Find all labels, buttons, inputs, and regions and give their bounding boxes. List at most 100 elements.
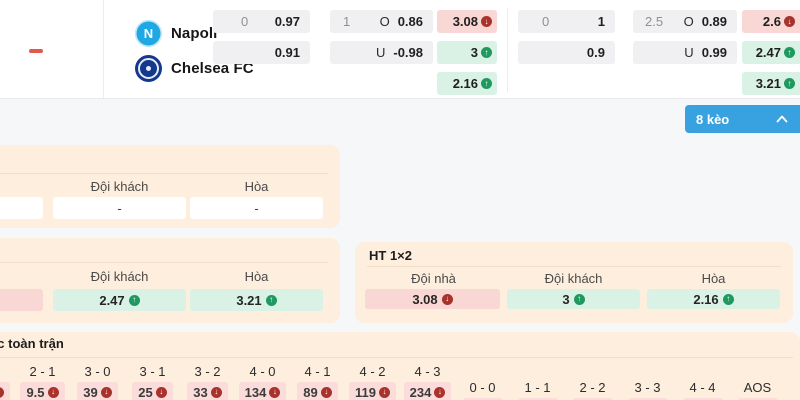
score-col: 4 - 0 134 ↓ — [235, 364, 290, 400]
odds-value: 234 — [409, 384, 432, 400]
score-label: 3 - 0 — [84, 364, 111, 379]
odds-up-icon: ↑ — [784, 47, 795, 58]
markets-expander-button[interactable]: 8 kèo — [685, 105, 800, 133]
score-odds-pill[interactable] — [737, 398, 778, 400]
col-header-home: Đội nhà — [411, 271, 456, 286]
odds-cell-total2-over[interactable]: 2.5 O 0.89 — [633, 10, 737, 33]
match-odds-row: N Napoli Chelsea FC 0 0.97 0.91 1 O 0.86… — [0, 0, 800, 99]
total-line: 1 — [343, 14, 351, 29]
col-header-draw: Hòa — [701, 271, 726, 286]
odds-up-icon: ↑ — [573, 293, 585, 305]
divider — [0, 262, 328, 263]
home-team-name: Napoli — [171, 25, 218, 42]
odds-cell2-1x2-draw[interactable]: 3.21 ↑ — [742, 72, 800, 95]
bet-cell-draw[interactable]: 3.21 ↑ — [190, 289, 323, 311]
odds-down-icon: ↓ — [269, 386, 281, 398]
odds-down-icon: ↓ — [0, 386, 4, 398]
odds-value: 33 — [193, 384, 208, 400]
odds-value: 3.08 — [452, 14, 478, 29]
score-col: 2 - 2 — [565, 380, 620, 400]
score-odds-pill[interactable]: 234 ↓ — [403, 382, 452, 400]
score-odds-pill[interactable] — [627, 398, 668, 400]
score-odds-pill[interactable] — [517, 398, 558, 400]
score-col: 2 - 0 ↓ — [0, 364, 15, 400]
divider — [0, 98, 800, 99]
odds-cell-hcp1-home[interactable]: 0 0.97 — [213, 10, 310, 33]
bet-value: 2.16 — [693, 291, 719, 307]
score-odds-pill[interactable]: 119 ↓ — [349, 382, 396, 400]
away-team-name: Chelsea FC — [171, 60, 254, 77]
odds-cell-total1-under[interactable]: U -0.98 — [330, 41, 433, 64]
score-odds-pill[interactable]: 39 ↓ — [77, 382, 118, 400]
odds-up-icon: ↑ — [128, 294, 140, 306]
score-col: 0 - 0 — [455, 380, 510, 400]
score-odds-pill[interactable] — [682, 398, 723, 400]
odds-cell-hcp2-away[interactable]: 0.9 — [518, 41, 615, 64]
odds-cell-1x2-home[interactable]: 3.08 ↓ — [437, 10, 497, 33]
team-home[interactable]: N Napoli — [135, 20, 217, 47]
odds-cell-total2-under[interactable]: U 0.99 — [633, 41, 737, 64]
score-col: 3 - 0 39 ↓ — [70, 364, 125, 400]
divider — [367, 266, 781, 267]
score-col: 3 - 1 25 ↓ — [125, 364, 180, 400]
divider — [0, 357, 793, 358]
bet-cell-home[interactable] — [0, 289, 43, 311]
odds-value: 0.86 — [397, 14, 423, 29]
col-header-away: Đội khách — [544, 271, 603, 286]
score-col: 4 - 2 119 ↓ — [345, 364, 400, 400]
bet-cell-draw[interactable]: - — [190, 197, 323, 219]
score-odds-pill[interactable]: 25 ↓ — [132, 382, 173, 400]
odds-value: 134 — [244, 384, 267, 400]
chevron-up-icon — [776, 115, 788, 123]
divider — [507, 8, 508, 92]
bet-cell-home[interactable]: 3.08 ↓ — [365, 289, 500, 309]
score-odds-pill[interactable] — [462, 398, 503, 400]
odds-down-icon: ↓ — [441, 293, 453, 305]
odds-cell-hcp2-home[interactable]: 0 1 — [518, 10, 615, 33]
odds-down-icon: ↓ — [481, 16, 492, 27]
col-header-home: Đội nhà — [0, 269, 43, 284]
bet-cell-away[interactable]: 3 ↑ — [507, 289, 640, 309]
col-header-draw: Hòa — [244, 179, 269, 194]
bet-value: - — [254, 200, 259, 216]
odds-value: -0.98 — [393, 45, 423, 60]
team-away[interactable]: Chelsea FC — [135, 55, 254, 82]
odds-value: 3 — [470, 45, 478, 60]
score-odds-pill[interactable]: ↓ — [0, 382, 10, 400]
score-label: 3 - 2 — [194, 364, 221, 379]
card-ht-1x2 — [355, 242, 793, 323]
odds-down-icon: ↓ — [378, 386, 390, 398]
score-col: 2 - 1 9.5 ↓ — [15, 364, 70, 400]
score-odds-pill[interactable]: 33 ↓ — [187, 382, 228, 400]
odds-value: 0.99 — [701, 45, 727, 60]
bet-cell-draw[interactable]: 2.16 ↑ — [647, 289, 780, 309]
odds-down-icon: ↓ — [155, 386, 167, 398]
bet-value: 3.21 — [236, 292, 262, 308]
odds-down-icon: ↓ — [210, 386, 222, 398]
odds-value: 119 — [355, 384, 376, 400]
napoli-logo-icon: N — [135, 20, 162, 47]
divider — [0, 173, 328, 174]
odds-value: 3.21 — [755, 76, 781, 91]
odds-value: 2.6 — [762, 14, 781, 29]
odds-cell-1x2-draw[interactable]: 2.16 ↑ — [437, 72, 497, 95]
bet-cell-away[interactable]: - — [53, 197, 186, 219]
score-label: 4 - 3 — [414, 364, 441, 379]
odds-cell-hcp1-away[interactable]: 0.91 — [213, 41, 310, 64]
score-odds-pill[interactable] — [572, 398, 613, 400]
bet-cell-away[interactable]: 2.47 ↑ — [53, 289, 186, 311]
score-odds-pill[interactable]: 134 ↓ — [238, 382, 287, 400]
score-col: 1 - 1 — [510, 380, 565, 400]
score-odds-pill[interactable]: 89 ↓ — [297, 382, 338, 400]
odds-cell2-1x2-home[interactable]: 2.6 ↓ — [742, 10, 800, 33]
bet-cell-home[interactable] — [0, 197, 43, 219]
col-header-home: Đội nhà — [0, 179, 43, 194]
odds-cell2-1x2-away[interactable]: 2.47 ↑ — [742, 41, 800, 64]
odds-value: 1 — [597, 14, 605, 29]
odds-cell-total1-over[interactable]: 1 O 0.86 — [330, 10, 433, 33]
odds-cell-1x2-away[interactable]: 3 ↑ — [437, 41, 497, 64]
score-odds-pill[interactable]: 9.5 ↓ — [20, 382, 65, 400]
col-header-away: Đội khách — [90, 269, 149, 284]
score-label: 4 - 1 — [304, 364, 331, 379]
